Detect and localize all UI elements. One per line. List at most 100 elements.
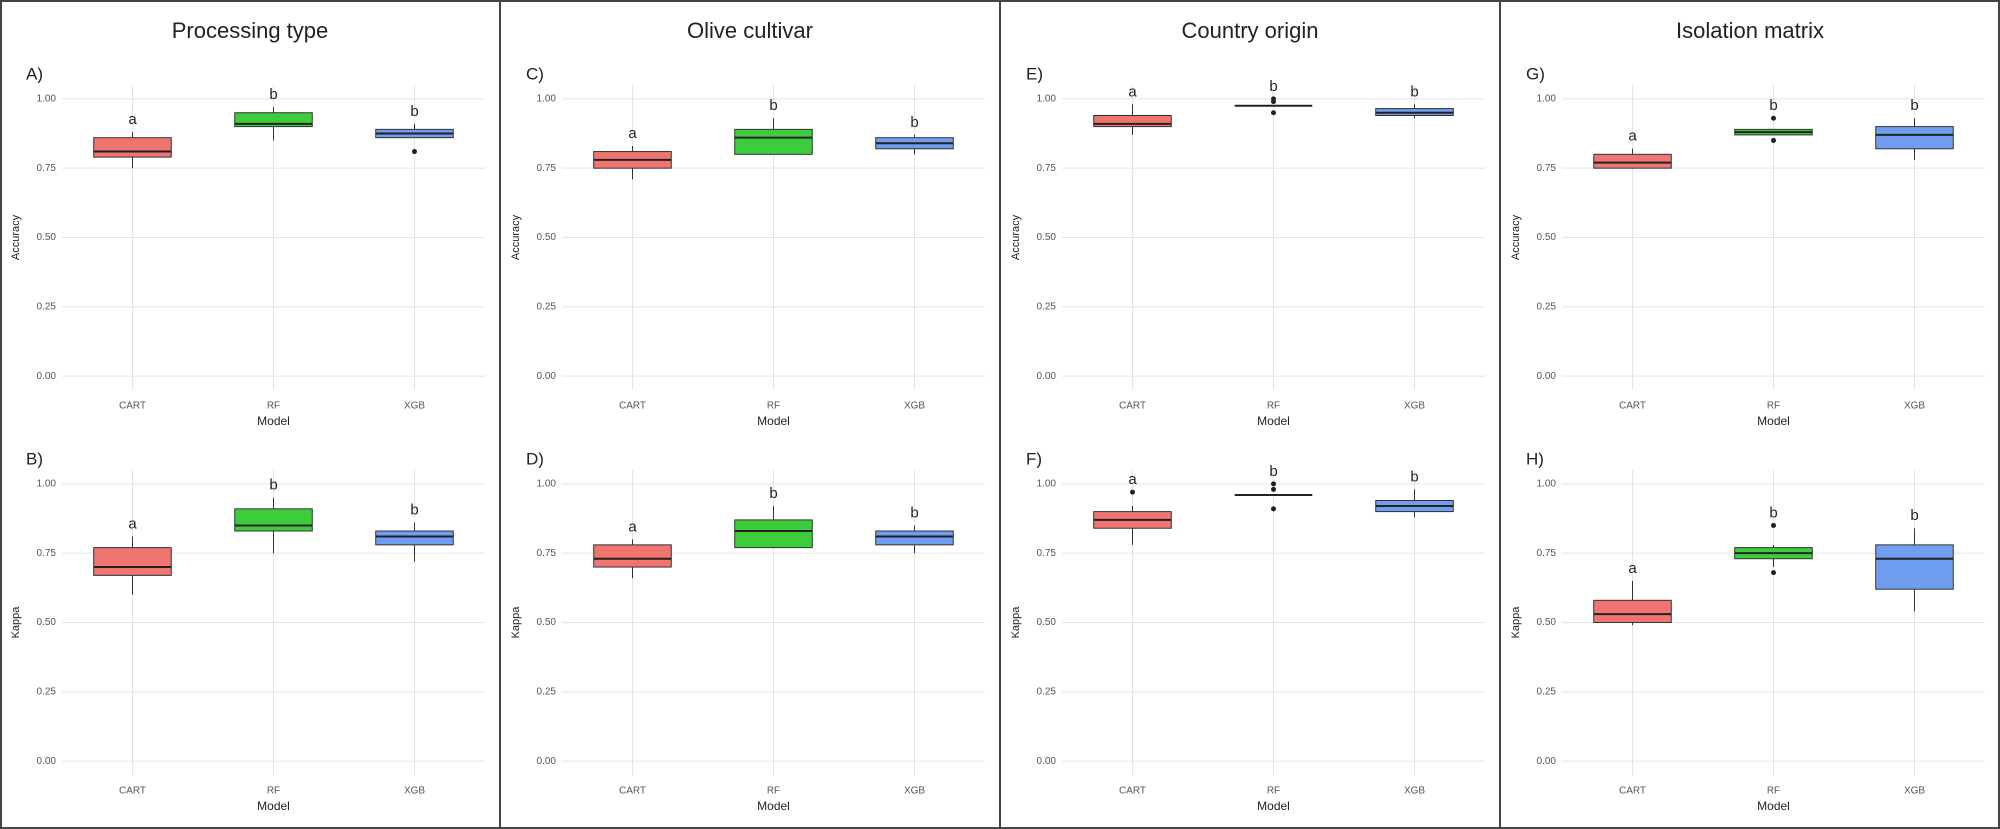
box (93, 547, 172, 576)
y-tick-label: 0.25 (1537, 301, 1557, 312)
outlier (1771, 522, 1776, 528)
significance-letter: b (1769, 504, 1777, 521)
y-tick-label: 0.75 (1537, 548, 1557, 559)
y-tick-label: 0.00 (37, 371, 57, 382)
significance-letter: b (1910, 97, 1918, 114)
outlier (1771, 137, 1776, 143)
x-tick-label: RF (1267, 786, 1280, 797)
column-title: Country origin (1182, 18, 1319, 43)
outlier (1271, 96, 1276, 102)
y-tick-label: 0.25 (1037, 301, 1057, 312)
y-tick-label: 0.50 (537, 232, 557, 243)
x-tick-label: XGB (404, 401, 425, 412)
significance-letter: a (628, 125, 637, 142)
y-tick-label: 0.25 (1037, 686, 1057, 697)
y-tick-label: 0.00 (537, 756, 557, 767)
outlier (1271, 486, 1276, 492)
x-tick-label: CART (1619, 786, 1646, 797)
panel-label: F) (1026, 449, 1042, 468)
box (93, 137, 172, 158)
y-tick-label: 1.00 (1037, 94, 1057, 105)
x-axis-label: Model (257, 799, 290, 813)
x-tick-label: XGB (1904, 786, 1925, 797)
panel-label: B) (26, 449, 43, 468)
y-tick-label: 0.75 (1037, 163, 1057, 174)
x-axis-label: Model (1757, 799, 1790, 813)
outlier (1771, 570, 1776, 576)
outlier (1271, 110, 1276, 116)
x-tick-label: RF (767, 401, 780, 412)
significance-letter: a (628, 518, 637, 535)
x-tick-label: CART (1619, 401, 1646, 412)
significance-letter: b (1769, 97, 1777, 114)
box (593, 544, 672, 568)
x-axis-label: Model (257, 414, 290, 428)
outlier (1771, 115, 1776, 121)
box (375, 530, 454, 546)
y-tick-label: 1.00 (1037, 479, 1057, 490)
y-axis-label: Kappa (1510, 606, 1522, 639)
x-tick-label: RF (267, 786, 280, 797)
y-axis-label: Accuracy (1510, 214, 1522, 260)
box (875, 530, 954, 546)
significance-letter: b (769, 97, 777, 114)
y-tick-label: 0.25 (537, 686, 557, 697)
significance-letter: b (1910, 507, 1918, 524)
significance-letter: b (410, 103, 418, 120)
x-tick-label: RF (767, 786, 780, 797)
x-axis-label: Model (757, 414, 790, 428)
x-tick-label: CART (119, 786, 146, 797)
y-tick-label: 0.75 (37, 548, 57, 559)
x-axis-label: Model (1257, 414, 1290, 428)
box (734, 519, 813, 549)
significance-letter: a (128, 516, 137, 533)
x-axis-label: Model (1257, 799, 1290, 813)
y-tick-label: 0.00 (1537, 371, 1557, 382)
x-tick-label: CART (1119, 786, 1146, 797)
y-axis-label: Accuracy (510, 214, 522, 260)
outlier (1271, 506, 1276, 512)
column-title: Processing type (172, 18, 329, 43)
y-axis-label: Kappa (10, 606, 22, 639)
x-tick-label: CART (619, 401, 646, 412)
y-tick-label: 0.25 (537, 301, 557, 312)
x-tick-label: RF (267, 401, 280, 412)
y-tick-label: 1.00 (537, 479, 557, 490)
x-tick-label: XGB (404, 786, 425, 797)
x-tick-label: XGB (904, 786, 925, 797)
y-tick-label: 0.75 (1037, 548, 1057, 559)
y-tick-label: 0.50 (1037, 617, 1057, 628)
x-axis-label: Model (757, 799, 790, 813)
panel-label: H) (1526, 449, 1544, 468)
significance-letter: b (910, 504, 918, 521)
significance-letter: b (269, 477, 277, 494)
y-tick-label: 0.00 (1537, 756, 1557, 767)
y-axis-label: Accuracy (1010, 214, 1022, 260)
outlier (1130, 489, 1135, 495)
y-tick-label: 0.25 (37, 686, 57, 697)
significance-letter: b (769, 485, 777, 502)
x-tick-label: CART (619, 786, 646, 797)
x-tick-label: XGB (1404, 401, 1425, 412)
y-tick-label: 0.75 (1537, 163, 1557, 174)
outlier (1271, 481, 1276, 487)
box (234, 508, 313, 532)
significance-letter: b (1410, 468, 1418, 485)
y-axis-label: Accuracy (10, 214, 22, 260)
y-tick-label: 0.50 (537, 617, 557, 628)
significance-letter: a (1128, 471, 1137, 488)
y-axis-label: Kappa (1010, 606, 1022, 639)
y-tick-label: 0.50 (1037, 232, 1057, 243)
column-title: Isolation matrix (1676, 18, 1824, 43)
y-tick-label: 0.00 (1037, 756, 1057, 767)
x-tick-label: RF (1767, 401, 1780, 412)
y-tick-label: 0.50 (37, 617, 57, 628)
y-tick-label: 1.00 (1537, 94, 1557, 105)
x-tick-label: CART (119, 401, 146, 412)
significance-letter: a (1128, 83, 1137, 100)
significance-letter: b (1410, 83, 1418, 100)
significance-letter: b (269, 86, 277, 103)
box (1593, 599, 1672, 623)
panel-label: D) (526, 449, 544, 468)
